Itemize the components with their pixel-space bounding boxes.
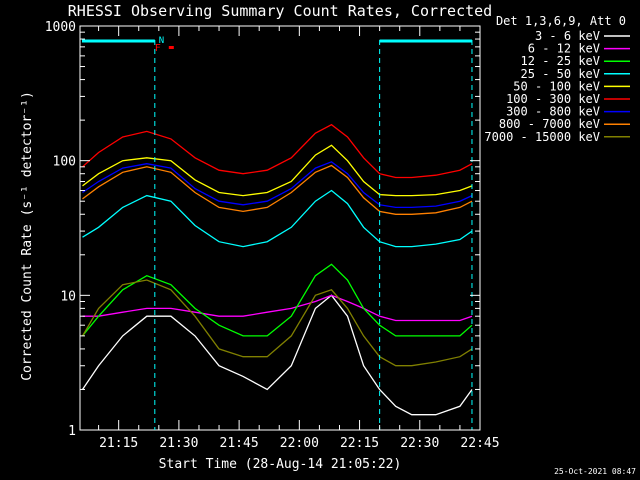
- flare-label: F: [155, 43, 161, 54]
- night-label: N: [159, 36, 164, 46]
- x-tick-label-4: 22:15: [340, 436, 379, 451]
- series-line-7: [82, 164, 473, 215]
- legend-label-3: 25 - 50 keV: [521, 67, 600, 81]
- x-tick-label-0: 21:15: [99, 436, 138, 451]
- legend-header: Det 1,3,6,9, Att 0: [496, 14, 626, 28]
- series-line-8: [81, 279, 473, 367]
- legend-label-5: 100 - 300 keV: [506, 92, 600, 106]
- x-axis-ticks: 21:15 21:30 21:45 22:00 22:15 22:30 22:45: [98, 26, 500, 451]
- x-tick-label-5: 22:30: [400, 436, 439, 451]
- legend-label-4: 50 - 100 keV: [513, 79, 600, 93]
- y-tick-label-3: 1000: [45, 20, 76, 35]
- legend-label-1: 6 - 12 keV: [528, 42, 600, 56]
- legend-label-0: 3 - 6 keV: [535, 29, 600, 43]
- y-tick-label-0: 1: [68, 424, 76, 439]
- legend-label-2: 12 - 25 keV: [521, 54, 600, 68]
- y-tick-label-2: 100: [53, 155, 76, 170]
- series-line-5: [82, 123, 473, 179]
- legend-label-8: 7000 - 15000 keV: [484, 130, 600, 144]
- series-line-1: [82, 294, 473, 322]
- y-axis-ticks: 1 10 100 1000: [45, 20, 480, 439]
- series-line-3: [82, 189, 473, 248]
- series-line-0: [81, 294, 473, 416]
- x-axis-label: Start Time (28-Aug-14 21:05:22): [159, 457, 402, 472]
- legend-label-6: 300 - 800 keV: [506, 105, 600, 119]
- series-line-2: [81, 263, 473, 337]
- flare-marker: [168, 46, 174, 49]
- y-tick-label-1: 10: [60, 289, 76, 304]
- series-line-6: [82, 161, 473, 209]
- footer-date: 25-Oct-2021 08:47: [554, 467, 636, 476]
- plot-frame: [79, 25, 481, 431]
- plot-area: NF: [79, 25, 481, 431]
- x-tick-label-6: 22:45: [460, 436, 499, 451]
- x-tick-label-2: 21:45: [220, 436, 259, 451]
- chart-title: RHESSI Observing Summary Count Rates, Co…: [68, 2, 492, 20]
- x-tick-label-1: 21:30: [159, 436, 198, 451]
- series-line-4: [82, 144, 473, 197]
- legend-label-7: 800 - 7000 keV: [499, 117, 600, 131]
- x-tick-label-3: 22:00: [280, 436, 319, 451]
- y-axis-label: Corrected Count Rate (s⁻¹ detector⁻¹): [20, 91, 35, 381]
